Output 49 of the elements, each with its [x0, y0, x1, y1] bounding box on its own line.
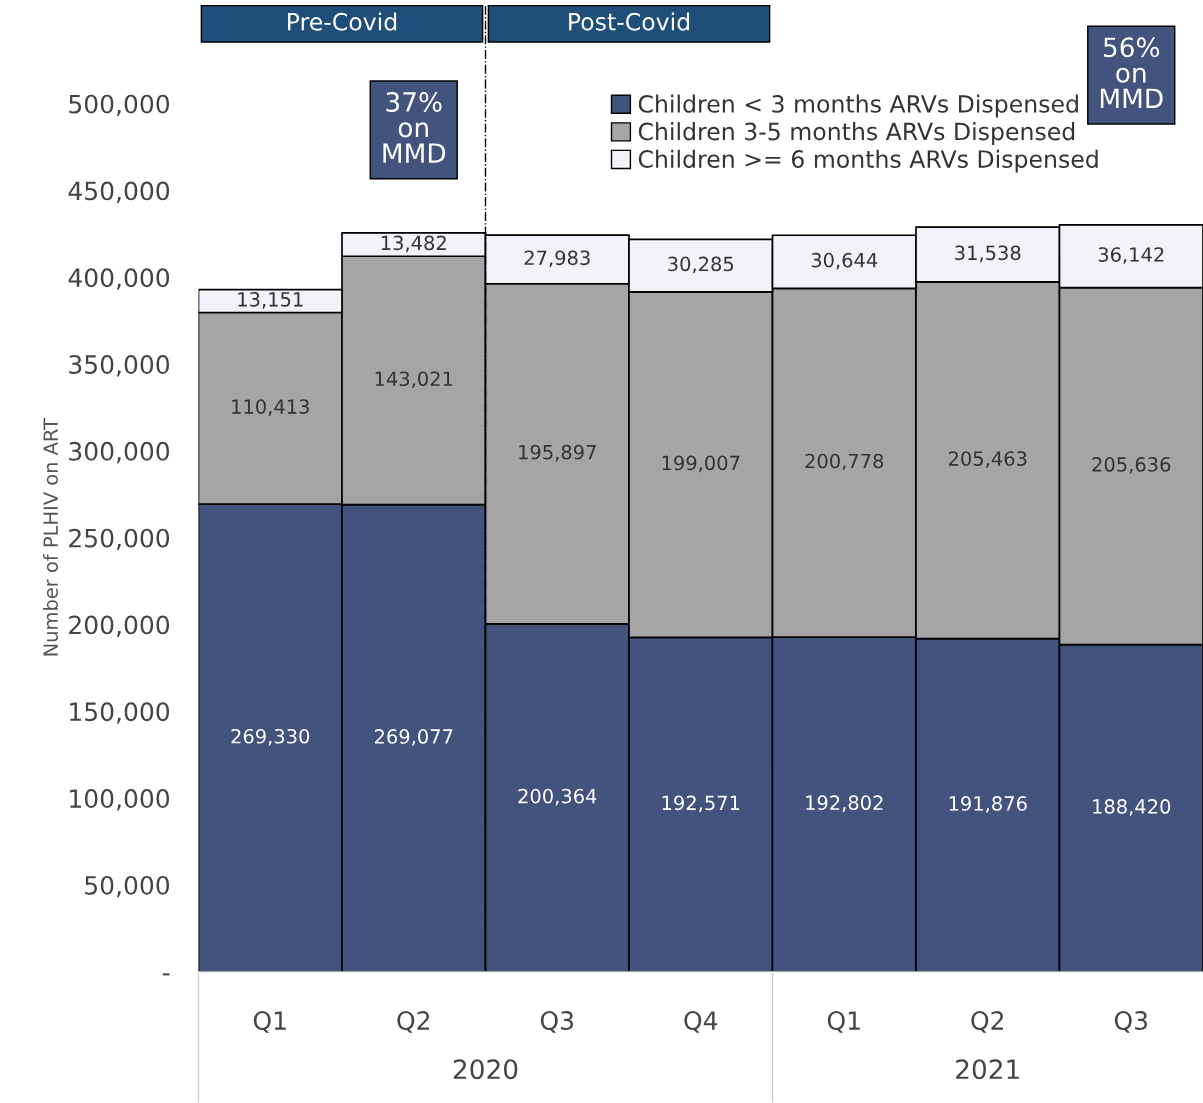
x-tick-label: Q2 — [971, 1011, 1004, 1033]
data-label: 205,463 — [948, 451, 1027, 468]
text: Post-Covid — [569, 12, 690, 31]
data-label: 199,007 — [662, 455, 740, 473]
data-label: 192,802 — [806, 795, 883, 812]
y-tick-label: 450,000 — [68, 181, 170, 203]
data-label: 192,571 — [662, 795, 740, 813]
y-tick-label: 150,000 — [70, 702, 170, 724]
legend-label: Children >= 6 months ARVs Dispensed — [638, 149, 1098, 173]
y-tick-label: 300,000 — [69, 441, 170, 464]
data-label: 143,021 — [375, 371, 453, 389]
data-label: 30,285 — [668, 256, 734, 274]
y-tick-label: 350,000 — [69, 355, 170, 377]
y-tick-label: 50,000 — [85, 875, 170, 898]
y-tick-label: - — [162, 973, 170, 976]
data-label: 13,151 — [238, 291, 303, 309]
data-label: 13,482 — [381, 235, 446, 253]
x-tick-label: Q3 — [540, 1011, 574, 1033]
x-tick-label: Q1 — [253, 1011, 286, 1033]
x-tick-label: Q3 — [1114, 1011, 1148, 1033]
x-tick-label: Q1 — [827, 1011, 860, 1033]
y-axis-title: Number of PLHIV on ART — [42, 418, 59, 656]
data-label: 200,364 — [518, 788, 597, 806]
y-tick-label: 250,000 — [69, 528, 170, 551]
data-label: 110,413 — [232, 399, 309, 416]
y-tick-label: 200,000 — [69, 615, 170, 637]
data-label: 195,897 — [519, 444, 596, 462]
legend-label: Children < 3 months ARVs Dispensed — [638, 94, 1078, 118]
annotation: 37% on MMD — [383, 92, 446, 163]
data-label: 191,876 — [949, 796, 1027, 813]
data-label: 30,644 — [811, 252, 878, 270]
text: Pre-Covid — [288, 12, 397, 31]
y-tick-label: 400,000 — [68, 268, 170, 290]
data-label: 27,983 — [524, 250, 590, 268]
text: 2020 — [453, 1059, 518, 1080]
data-label: 269,077 — [374, 729, 453, 746]
data-label: 36,142 — [1098, 247, 1164, 264]
text: 2021 — [956, 1059, 1019, 1080]
data-label: 205,636 — [1092, 457, 1171, 474]
data-label: 200,778 — [805, 453, 884, 471]
annotation: 56% on MMD — [1100, 37, 1163, 108]
data-label: 269,330 — [231, 728, 310, 746]
y-tick-label: 500,000 — [69, 94, 170, 117]
x-tick-label: Q4 — [684, 1011, 718, 1033]
data-label: 31,538 — [955, 245, 1021, 263]
x-tick-label: Q2 — [397, 1011, 430, 1033]
data-label: 188,420 — [1093, 799, 1171, 816]
y-tick-label: 100,000 — [70, 789, 170, 811]
legend-label: Children 3-5 months ARVs Dispensed — [638, 122, 1075, 145]
